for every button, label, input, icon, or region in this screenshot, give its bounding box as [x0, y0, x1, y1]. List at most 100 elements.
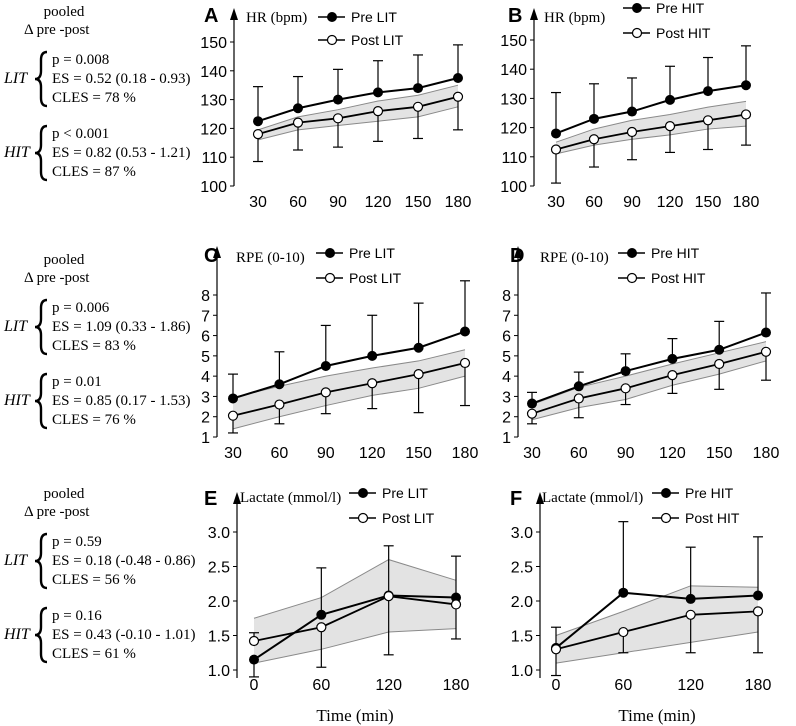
- x-tick-label: 150: [695, 194, 722, 211]
- data-point-open: [450, 599, 462, 610]
- y-tick-label: 120: [200, 121, 227, 138]
- legend-label: Post HIT: [656, 25, 711, 41]
- series-line: [257, 77, 459, 123]
- y-tick-label: 1.0: [511, 663, 533, 680]
- y-tick-label: 150: [200, 35, 227, 52]
- x-tick-label: 120: [677, 677, 704, 694]
- series-pre-hit: [551, 45, 751, 139]
- cles-value: CLES = 83 %: [52, 338, 136, 354]
- series-post-hit: [550, 109, 752, 184]
- y-tick-label: 3.0: [208, 525, 230, 542]
- legend-entry: Pre HIT: [618, 245, 700, 261]
- legend-entry: Post HIT: [652, 510, 740, 526]
- series-pre-lit: [253, 44, 463, 127]
- y-axis-arrow: [514, 246, 522, 258]
- legend-label: Post LIT: [351, 32, 404, 48]
- x-axis-label: Time (min): [618, 706, 695, 725]
- legend-label: Pre HIT: [651, 245, 700, 261]
- band-lower-edge: [232, 375, 466, 430]
- y-tick-label: 7: [502, 308, 511, 325]
- x-tick-label: 90: [317, 445, 335, 462]
- y-tick-label: 4: [201, 369, 210, 386]
- y-tick-label: 2: [201, 410, 210, 427]
- p-value: p = 0.008: [52, 52, 109, 68]
- effect-size: ES = 0.18 (-0.48 - 0.86): [52, 553, 195, 569]
- y-tick-label: 5: [502, 349, 511, 366]
- legend-entry: Pre LIT: [349, 485, 428, 501]
- data-point-open: [760, 346, 772, 357]
- x-tick-label: 150: [405, 194, 432, 211]
- data-point-filled: [589, 113, 599, 124]
- stats-subheader: Δ pre -post: [24, 22, 90, 38]
- legend-marker-open: [326, 34, 338, 46]
- x-tick-label: 180: [733, 194, 760, 211]
- x-tick-label: 180: [745, 677, 772, 694]
- legend-label: Post HIT: [651, 270, 706, 286]
- data-point-filled: [413, 342, 424, 353]
- data-point-open: [752, 606, 764, 617]
- legend-marker-filled: [327, 12, 337, 22]
- y-tick-label: 1.5: [208, 629, 230, 646]
- series-post-hit: [550, 606, 764, 677]
- p-value: p = 0.01: [52, 374, 102, 390]
- legend-marker-filled: [632, 3, 642, 13]
- y-tick-label: 2: [502, 410, 511, 427]
- group-label: LIT: [3, 70, 28, 87]
- effect-size: ES = 1.09 (0.33 - 1.86): [52, 319, 190, 335]
- data-point-filled: [453, 73, 463, 83]
- data-point-open: [320, 387, 331, 398]
- series-line: [232, 362, 466, 417]
- y-axis-arrow: [536, 492, 544, 504]
- data-point-open: [664, 121, 676, 132]
- y-tick-label: 150: [500, 33, 527, 50]
- x-tick-label: 180: [445, 194, 472, 211]
- legend-marker-open: [660, 512, 672, 524]
- confidence-band: [556, 585, 758, 664]
- legend-entry: Post HIT: [618, 270, 706, 286]
- panel-e: E Lactate (mmol/l) 1.0 1.5 2.0 2.5 3.0 0 60 120 18…: [204, 485, 469, 725]
- y-tick-label: 8: [201, 288, 210, 305]
- legend-label: Post LIT: [349, 270, 402, 286]
- series-post-hit: [526, 346, 772, 425]
- series-line: [253, 595, 457, 642]
- series-post-lit: [227, 357, 471, 434]
- stats-block-1: pooled Δ pre -post LIT p = 0.008 ES = 0.52 (…: [3, 4, 190, 182]
- group-label: HIT: [3, 144, 31, 161]
- legend-marker-open: [324, 272, 336, 284]
- data-point-open: [573, 393, 584, 404]
- x-tick-label: 0: [250, 677, 259, 694]
- confidence-band: [556, 101, 746, 154]
- legend-label: Pre HIT: [685, 485, 734, 501]
- y-tick-label: 8: [502, 288, 511, 305]
- x-tick-label: 120: [365, 194, 392, 211]
- effect-size: ES = 0.82 (0.53 - 1.21): [52, 145, 190, 161]
- y-tick-label: 6: [502, 329, 511, 346]
- data-point-filled: [293, 103, 303, 114]
- y-tick-label: 1.0: [208, 663, 230, 680]
- x-tick-label: 30: [523, 445, 541, 462]
- y-tick-label: 3.0: [511, 525, 533, 542]
- data-point-open: [412, 101, 424, 112]
- legend-label: Pre LIT: [382, 485, 428, 501]
- y-tick-label: 110: [501, 150, 527, 167]
- y-tick-label: 120: [500, 121, 527, 138]
- x-tick-label: 180: [452, 445, 479, 462]
- y-tick-label: 3: [502, 389, 511, 406]
- y-axis-arrow: [213, 246, 221, 258]
- series-post-lit: [252, 91, 464, 163]
- x-tick-label: 120: [659, 445, 686, 462]
- stats-header: pooled: [44, 252, 85, 268]
- data-point-open: [292, 117, 304, 128]
- series-line: [531, 350, 767, 415]
- band-lower-edge: [555, 125, 747, 155]
- band-lower-edge: [531, 360, 767, 421]
- data-point-open: [383, 591, 394, 602]
- data-point-filled: [373, 87, 383, 98]
- data-point-filled: [527, 398, 537, 409]
- x-tick-label: 30: [249, 194, 267, 211]
- curly-brace: [34, 298, 48, 356]
- data-point-filled: [741, 80, 751, 91]
- p-value: p < 0.001: [52, 126, 109, 142]
